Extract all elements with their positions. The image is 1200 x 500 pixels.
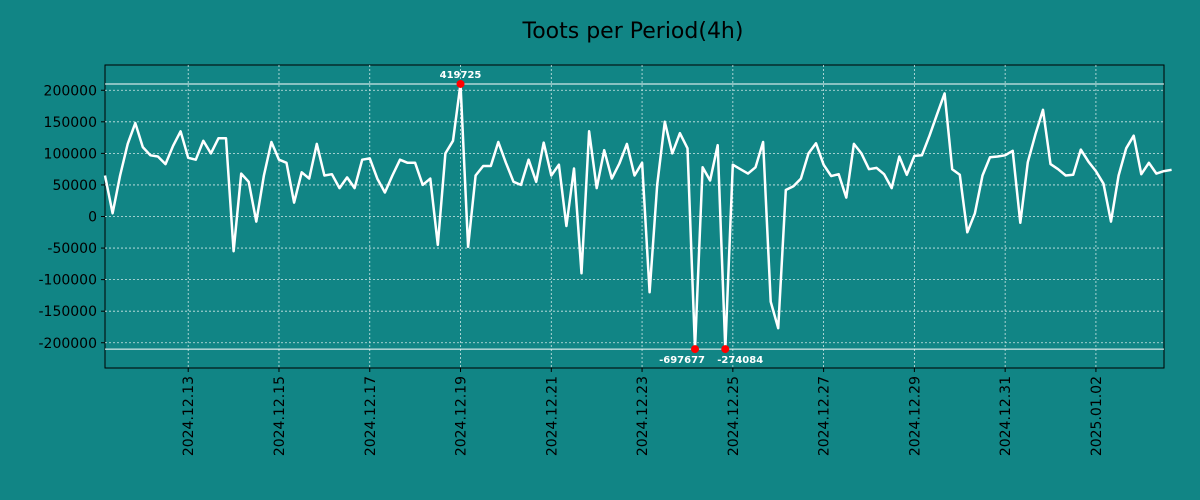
x-tick-label: 2024.12.19 [454,376,470,456]
y-tick-label: 0 [88,210,97,226]
y-tick-label: -50000 [47,241,97,257]
series [103,82,1172,351]
y-tick-label: -100000 [39,273,98,289]
grid [105,65,1164,368]
y-tick-label: 100000 [44,146,97,162]
y-tick-label: -200000 [39,336,98,352]
annotation-marker [691,345,700,354]
y-tick-label: 200000 [44,83,97,99]
y-tick-label: -150000 [39,304,98,320]
x-tick-label: 2024.12.25 [726,376,742,456]
y-tick-label: 150000 [44,115,97,131]
x-axis: 2024.12.13 2024.12.15 2024.12.17 2024.12.19… [181,368,1105,456]
annotation-marker [721,345,730,354]
annotation-label: -274084 [717,355,763,366]
annotation-label: -697677 [659,355,705,366]
x-tick-label: 2024.12.21 [544,376,560,456]
annotation-label: 419725 [440,70,482,81]
clip-lines [105,83,1164,350]
y-axis: 200000 150000 100000 50000 0 -50000 -100000 -15… [39,83,105,352]
annotation-marker [456,79,465,88]
x-tick-label: 2024.12.13 [181,376,197,456]
y-tick-label: 50000 [52,178,97,194]
chart-title: Toots per Period(4h) [522,19,744,44]
annotations: 419725 -697677 -274084 [440,70,764,366]
series-line [103,82,1172,351]
x-tick-label: 2024.12.31 [998,376,1014,456]
x-tick-label: 2024.12.27 [817,376,833,456]
x-tick-label: 2024.12.29 [907,376,923,456]
x-tick-label: 2024.12.15 [272,376,288,456]
x-tick-label: 2024.12.17 [363,376,379,456]
x-tick-label: 2024.12.23 [635,376,651,456]
x-tick-label: 2025.01.02 [1089,376,1105,456]
